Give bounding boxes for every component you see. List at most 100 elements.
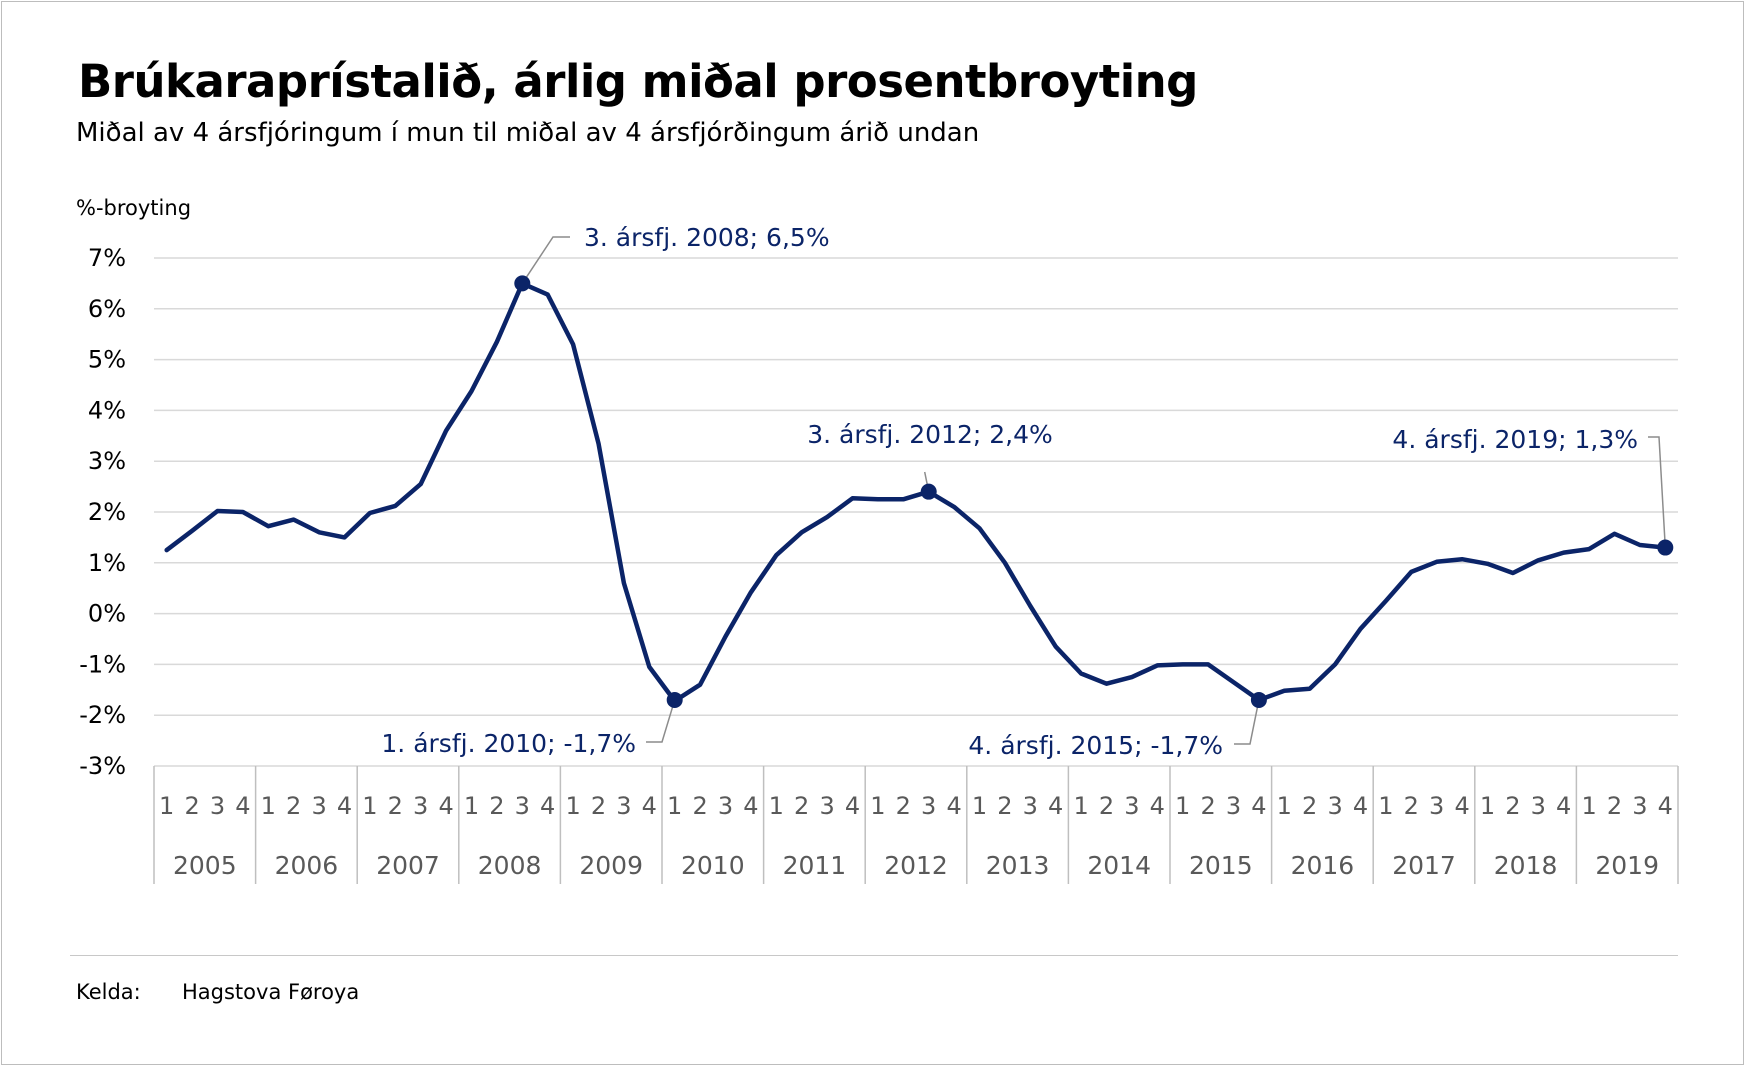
quarter-tick-label: 2: [489, 792, 504, 820]
quarter-tick-label: 4: [642, 792, 657, 820]
quarter-tick-label: 3: [311, 792, 326, 820]
quarter-tick-label: 1: [1277, 792, 1292, 820]
y-tick-labels: 7% 6% 5% 4% 3% 2% 1% 0% -1% -2% -3%: [79, 244, 126, 780]
quarter-tick-label: 3: [1124, 792, 1139, 820]
quarter-tick-label: 1: [464, 792, 479, 820]
annotation-label: 4. ársfj. 2015; -1,7%: [968, 731, 1223, 760]
year-tick-label: 2010: [681, 851, 745, 880]
y-tick-label: 5%: [88, 346, 126, 374]
annotation-leader: [646, 699, 676, 743]
y-tick-label: -2%: [79, 701, 126, 729]
source-value: Hagstova Føroya: [182, 980, 360, 1004]
quarter-tick-label: 3: [515, 792, 530, 820]
quarter-tick-label: 1: [1581, 792, 1596, 820]
highlight-marker: [920, 483, 937, 500]
annotation-label: 3. ársfj. 2008; 6,5%: [584, 223, 830, 252]
quarter-tick-label: 4: [743, 792, 758, 820]
quarter-tick-label: 3: [1327, 792, 1342, 820]
annotation-leader: [1234, 699, 1260, 745]
quarter-tick-label: 2: [1200, 792, 1215, 820]
quarter-tick-label: 1: [667, 792, 682, 820]
quarter-tick-label: 2: [1505, 792, 1520, 820]
quarter-tick-label: 1: [565, 792, 580, 820]
annotation-leaders: [521, 236, 1667, 745]
quarter-tick-label: 2: [1302, 792, 1317, 820]
year-tick-label: 2011: [783, 851, 847, 880]
y-tick-label: 7%: [88, 244, 126, 272]
source-label: Kelda:: [76, 980, 141, 1004]
year-tick-label: 2015: [1189, 851, 1253, 880]
quarter-tick-label: 3: [616, 792, 631, 820]
quarter-tick-label: 4: [845, 792, 860, 820]
year-tick-label: 2013: [986, 851, 1050, 880]
year-tick-label: 2017: [1392, 851, 1456, 880]
quarter-tick-label: 2: [184, 792, 199, 820]
quarter-tick-label: 1: [1378, 792, 1393, 820]
annotation-label: 4. ársfj. 2019; 1,3%: [1392, 425, 1638, 454]
highlight-marker: [1657, 539, 1674, 556]
quarter-tick-label: 4: [1048, 792, 1063, 820]
quarter-tick-label: 4: [1556, 792, 1571, 820]
quarter-tick-label: 2: [591, 792, 606, 820]
quarter-tick-label: 1: [159, 792, 174, 820]
y-tick-label: -3%: [79, 752, 126, 780]
quarter-tick-label: 3: [413, 792, 428, 820]
quarter-tick-label: 4: [1353, 792, 1368, 820]
quarter-tick-label: 1: [362, 792, 377, 820]
y-tick-label: 4%: [88, 396, 126, 424]
quarter-tick-label: 2: [692, 792, 707, 820]
quarter-tick-label: 3: [921, 792, 936, 820]
year-tick-label: 2016: [1291, 851, 1355, 880]
series-line: [164, 281, 1668, 704]
quarter-tick-label: 3: [1531, 792, 1546, 820]
quarter-tick-label: 1: [1480, 792, 1495, 820]
y-tick-label: -1%: [79, 650, 126, 678]
quarter-tick-label: 2: [997, 792, 1012, 820]
quarter-tick-label: 4: [1150, 792, 1165, 820]
quarter-tick-label: 4: [1658, 792, 1673, 820]
quarter-tick-label: 2: [286, 792, 301, 820]
quarter-tick-label: 3: [819, 792, 834, 820]
year-tick-label: 2019: [1595, 851, 1659, 880]
year-tick-label: 2018: [1494, 851, 1558, 880]
year-tick-label: 2008: [478, 851, 542, 880]
annotation-labels: 3. ársfj. 2008; 6,5% 1. ársfj. 2010; -1,7…: [381, 223, 1638, 760]
quarter-tick-label: 3: [1226, 792, 1241, 820]
y-tick-label: 3%: [88, 447, 126, 475]
quarter-tick-label: 2: [1099, 792, 1114, 820]
year-tick-label: 2012: [884, 851, 948, 880]
year-tick-label: 2014: [1087, 851, 1151, 880]
annotation-label: 3. ársfj. 2012; 2,4%: [807, 420, 1053, 449]
annotation-leader: [1648, 436, 1667, 548]
quarter-tick-label: 4: [1454, 792, 1469, 820]
year-tick-label: 2005: [173, 851, 237, 880]
y-tick-label: 6%: [88, 295, 126, 323]
quarter-tick-label: 4: [1251, 792, 1266, 820]
y-tick-label: 0%: [88, 600, 126, 628]
quarter-tick-label: 2: [1607, 792, 1622, 820]
quarter-tick-label: 1: [261, 792, 276, 820]
annotation-label: 1. ársfj. 2010; -1,7%: [381, 729, 636, 758]
quarter-tick-label: 3: [1023, 792, 1038, 820]
quarter-tick-label: 2: [388, 792, 403, 820]
quarter-tick-label: 4: [540, 792, 555, 820]
source-divider: [70, 955, 1678, 956]
y-tick-label: 1%: [88, 549, 126, 577]
y-tick-label: 2%: [88, 498, 126, 526]
gridlines: [154, 257, 1678, 767]
highlight-marker: [1250, 691, 1267, 708]
quarter-tick-label: 4: [438, 792, 453, 820]
y-axis-label: %-broyting: [76, 196, 191, 220]
quarter-tick-label: 2: [1404, 792, 1419, 820]
quarter-tick-label: 4: [946, 792, 961, 820]
highlight-marker: [514, 275, 531, 292]
quarter-tick-label: 4: [337, 792, 352, 820]
chart-subtitle: Miðal av 4 ársfjóringum í mun til miðal …: [76, 118, 980, 148]
quarter-tick-label: 1: [972, 792, 987, 820]
year-tick-label: 2006: [275, 851, 339, 880]
quarter-tick-label: 3: [718, 792, 733, 820]
quarter-tick-label: 1: [769, 792, 784, 820]
